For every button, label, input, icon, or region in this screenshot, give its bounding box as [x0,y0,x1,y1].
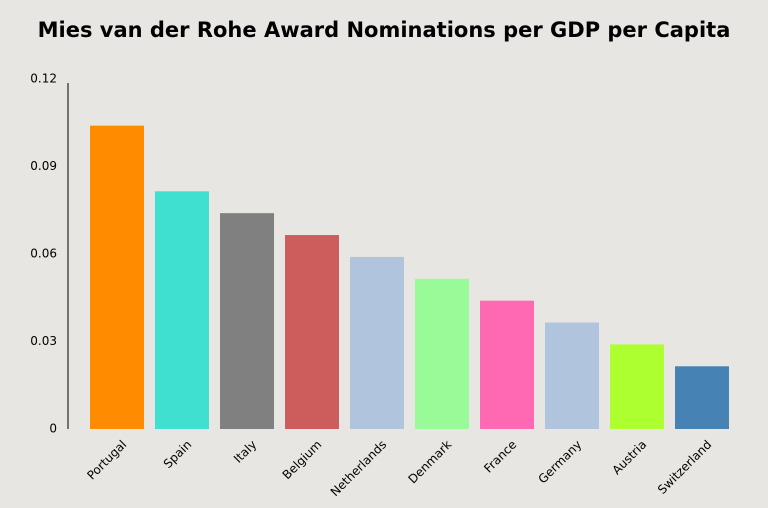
y-axis: 0 0.03 0.06 0.09 0.12 [30,72,69,436]
x-axis-labels: Portugal Spain Italy Belgium Netherlands Denm… [84,437,714,499]
bar-austria [610,344,664,429]
y-tick-label: 0.09 [30,159,57,173]
bar-portugal [90,125,144,430]
y-tick-label: 0.12 [30,72,57,86]
x-tick-label-italy: Italy [231,437,259,465]
x-tick-label-switzerland: Switzerland [655,437,714,496]
x-tick-label-denmark: Denmark [405,437,454,486]
bar-netherlands [350,256,404,429]
x-tick-label-austria: Austria [609,437,649,477]
x-tick-label-belgium: Belgium [280,437,325,482]
bar-italy [220,213,274,429]
chart-title: Mies van der Rohe Award Nominations per … [37,18,731,42]
x-tick-label-portugal: Portugal [84,437,129,482]
y-tick-label: 0.03 [30,334,57,348]
bar-belgium [285,235,339,429]
y-tick-label: 0 [49,422,57,436]
x-tick-label-spain: Spain [161,437,195,471]
y-tick-label: 0.06 [30,247,57,261]
bar-switzerland [675,366,729,429]
x-tick-label-germany: Germany [535,437,584,486]
bar-france [480,300,534,429]
bar-germany [545,322,599,429]
bar-denmark [415,278,469,429]
bar-spain [155,191,209,429]
bars [90,125,729,430]
x-tick-label-netherlands: Netherlands [328,437,390,499]
x-tick-label-france: France [481,437,519,475]
